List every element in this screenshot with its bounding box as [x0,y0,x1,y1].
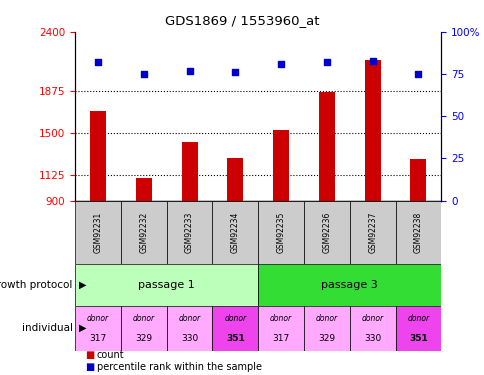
Text: 329: 329 [318,333,335,342]
Point [140,71,148,77]
Bar [227,158,243,201]
Text: 330: 330 [363,333,380,342]
Text: donor: donor [178,314,200,323]
Text: GSM92238: GSM92238 [413,212,422,253]
Text: donor: donor [315,314,337,323]
Point [185,68,193,74]
Point [231,69,239,75]
Bar [395,201,440,264]
Text: GSM92235: GSM92235 [276,212,285,253]
Bar [349,201,395,264]
Text: passage 1: passage 1 [138,280,195,290]
Point [94,59,102,65]
Text: count: count [97,350,124,360]
Bar [257,201,303,264]
Bar [303,201,349,264]
Bar [166,306,212,351]
Bar [364,60,380,201]
Bar [90,111,106,201]
Text: 330: 330 [181,333,198,342]
Point [322,59,330,65]
Text: GSM92237: GSM92237 [367,212,377,253]
Bar [257,306,303,351]
Text: passage 3: passage 3 [321,280,378,290]
Bar [75,201,121,264]
Text: donor: donor [224,314,246,323]
Bar [212,201,257,264]
Text: growth protocol: growth protocol [0,280,73,290]
Text: ■: ■ [85,350,94,360]
Text: ▶: ▶ [79,280,86,290]
Bar [75,264,257,306]
Bar [318,92,334,201]
Text: 351: 351 [408,333,427,342]
Bar [166,201,212,264]
Text: donor: donor [361,314,383,323]
Bar [272,130,288,201]
Bar [349,306,395,351]
Text: ■: ■ [85,362,94,372]
Bar [303,306,349,351]
Text: GDS1869 / 1553960_at: GDS1869 / 1553960_at [165,14,319,27]
Text: GSM92236: GSM92236 [322,212,331,253]
Bar [257,264,440,306]
Bar [409,159,425,201]
Bar [395,306,440,351]
Text: GSM92232: GSM92232 [139,212,148,253]
Text: percentile rank within the sample: percentile rank within the sample [97,362,261,372]
Text: 329: 329 [135,333,152,342]
Text: ▶: ▶ [79,323,86,333]
Point [277,61,285,67]
Text: donor: donor [407,314,429,323]
Point [368,57,376,63]
Bar [181,142,197,201]
Text: GSM92233: GSM92233 [185,212,194,253]
Text: 317: 317 [272,333,289,342]
Bar [121,306,166,351]
Bar [212,306,257,351]
Point [414,71,422,77]
Bar [121,201,166,264]
Bar [75,306,121,351]
Text: 317: 317 [89,333,106,342]
Text: GSM92231: GSM92231 [93,212,102,253]
Text: GSM92234: GSM92234 [230,212,240,253]
Text: individual: individual [22,323,73,333]
Bar [136,178,151,201]
Text: donor: donor [133,314,154,323]
Text: 351: 351 [226,333,244,342]
Text: donor: donor [87,314,109,323]
Text: donor: donor [270,314,291,323]
